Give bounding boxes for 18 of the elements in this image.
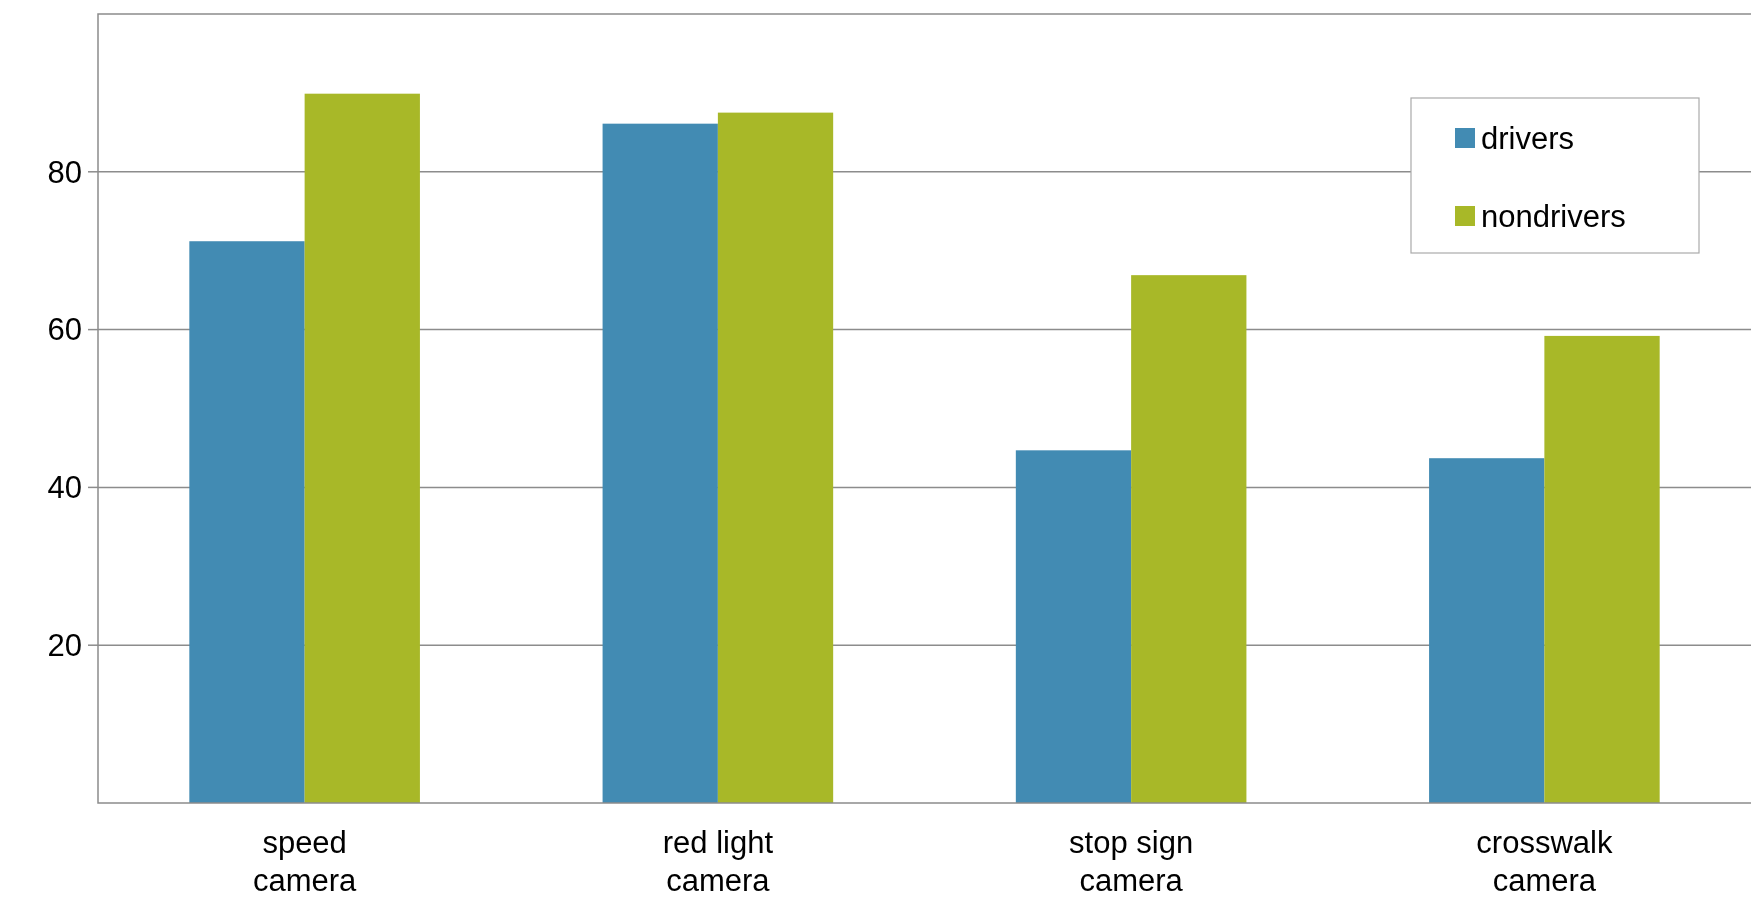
- y-tick-label: 20: [47, 628, 82, 664]
- bar: [1544, 335, 1660, 803]
- x-tick-label: crosswalk camera: [1476, 825, 1613, 898]
- y-tick-label: 40: [47, 470, 82, 506]
- bar: [1429, 458, 1545, 803]
- x-tick-label: speed camera: [252, 825, 358, 898]
- y-tick-label: 80: [47, 154, 82, 190]
- bar: [189, 241, 305, 803]
- y-tick-label: 60: [47, 312, 82, 348]
- bar: [1131, 275, 1247, 803]
- legend-label: drivers: [1481, 120, 1575, 156]
- legend-label: nondrivers: [1481, 198, 1626, 234]
- x-tick-label: red light camera: [662, 825, 774, 898]
- x-tick-label: stop sign camera: [1069, 825, 1194, 898]
- bar: [602, 123, 718, 803]
- bar: [1015, 450, 1132, 803]
- bar: [304, 93, 420, 803]
- bar: [717, 112, 834, 803]
